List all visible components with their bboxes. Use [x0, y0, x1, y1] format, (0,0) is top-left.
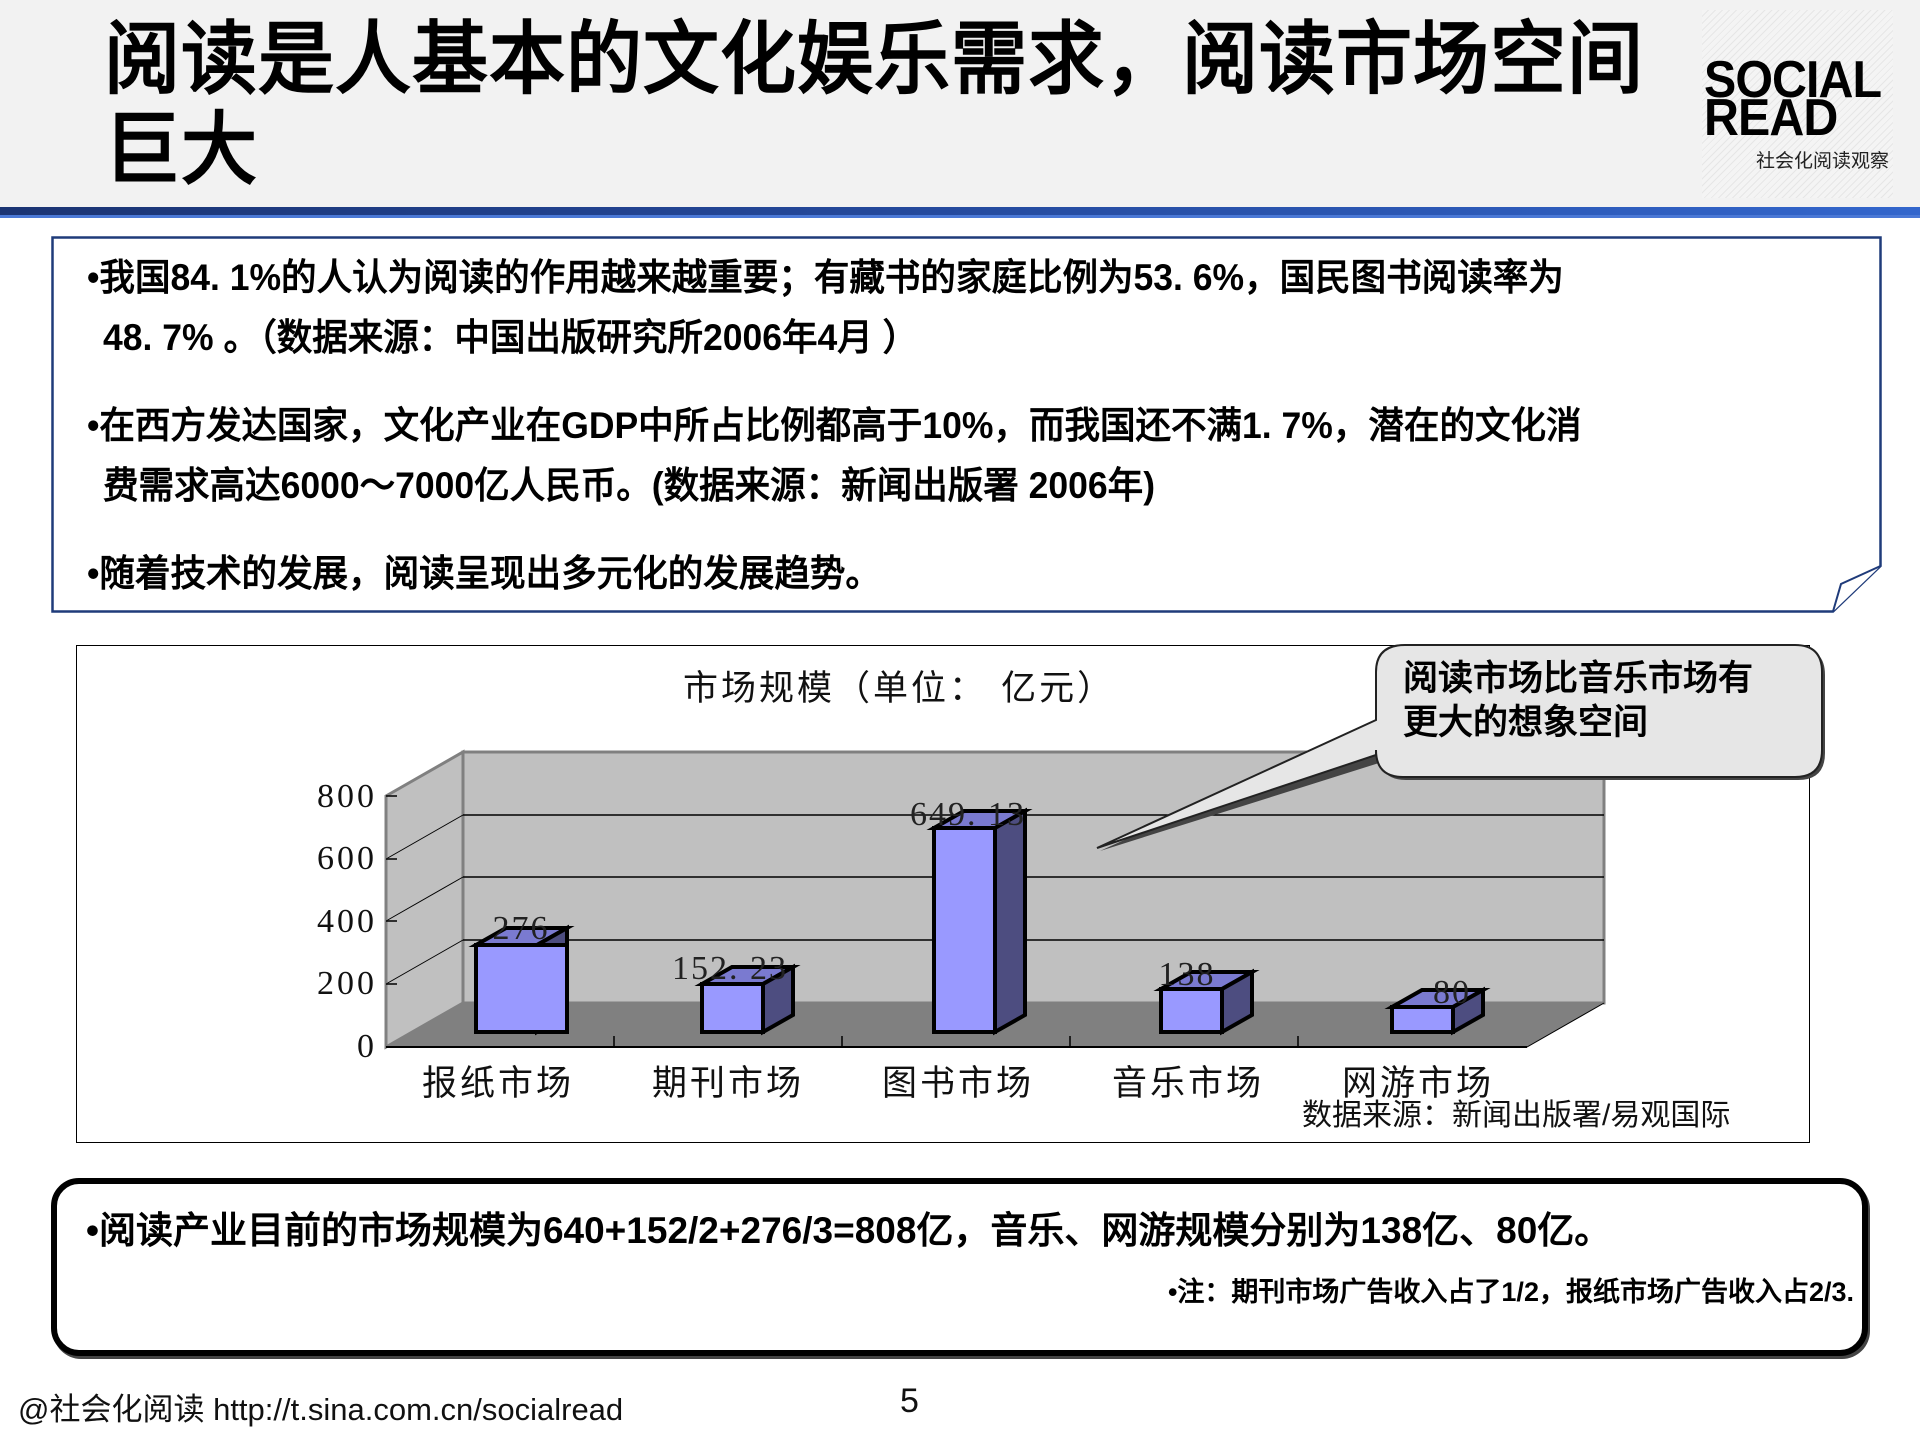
summary-box [51, 1178, 1868, 1356]
bullet-3: •随着技术的发展，阅读呈现出多元化的发展趋势。 [87, 553, 881, 594]
key-facts-box: •我国84. 1%的人认为阅读的作用越来越重要；有藏书的家庭比例为53. 6%，… [51, 236, 1882, 613]
chart-title: 市场规模（单位： 亿元） [683, 669, 1116, 709]
summary-note: •注：期刊市场广告收入占了1/2，报纸市场广告收入占2/3. [1167, 1277, 1854, 1307]
bar-magazine [694, 963, 801, 1036]
bar-books [926, 807, 1033, 1036]
data-label-music: 138 [1158, 956, 1216, 993]
bar-newspaper [468, 924, 575, 1036]
y-tick-600: 600 [317, 840, 377, 877]
bar-online-games [1384, 986, 1491, 1036]
callout-line-2: 更大的想象空间 [1403, 703, 1649, 742]
title-line-2: 巨大 [104, 102, 258, 196]
bullet-1-line-2: 48. 7% 。（数据来源：中国出版研究所2006年4月 ） [103, 317, 919, 358]
footer-credit: @社会化阅读 http://t.sina.com.cn/socialread [18, 1392, 624, 1427]
data-label-magazine: 152. 23 [672, 950, 788, 987]
data-label-newspaper: 276 [492, 910, 550, 947]
x-label-music: 音乐市场 [1111, 1064, 1264, 1104]
page-number: 5 [900, 1382, 919, 1420]
x-label-newspaper: 报纸市场 [421, 1064, 574, 1104]
header-divider-bar [0, 207, 1920, 218]
x-label-magazine: 期刊市场 [651, 1064, 804, 1104]
chart-source: 数据来源：新闻出版署/易观国际 [1302, 1099, 1731, 1132]
socialread-logo: SOCIAL READ 社会化阅读观察 [1702, 10, 1893, 198]
data-label-online-games: 80 [1433, 974, 1471, 1011]
folded-note-frame [51, 236, 1882, 613]
summary-main-text: •阅读产业目前的市场规模为640+152/2+276/3=808亿，音乐、网游规… [86, 1210, 1612, 1251]
bullet-1-line-1: •我国84. 1%的人认为阅读的作用越来越重要；有藏书的家庭比例为53. 6%，… [87, 257, 1564, 298]
y-tick-400: 400 [317, 903, 377, 940]
y-tick-800: 800 [317, 778, 377, 815]
logo-line-2: READ [1704, 89, 1838, 147]
y-tick-200: 200 [317, 965, 377, 1002]
callout-bubble [1096, 644, 1825, 851]
x-label-books: 图书市场 [881, 1064, 1034, 1104]
slide-header [0, 0, 1920, 207]
bullet-2-line-2: 费需求高达6000～7000亿人民币。(数据来源：新闻出版署 2006年) [103, 465, 1156, 506]
x-label-online-games: 网游市场 [1341, 1064, 1494, 1104]
y-tick-0: 0 [357, 1028, 377, 1065]
data-label-books: 649. 13 [910, 796, 1026, 833]
logo-line-1: SOCIAL [1704, 51, 1882, 109]
title-line-1: 阅读是人基本的文化娱乐需求，阅读市场空间 [104, 11, 1644, 106]
callout-text: 阅读市场比音乐市场有 更大的想象空间 [1403, 657, 1803, 745]
bullet-2-line-1: •在西方发达国家，文化产业在GDP中所占比例都高于10%，而我国还不满1. 7%… [87, 405, 1582, 446]
callout-line-1: 阅读市场比音乐市场有 [1403, 659, 1754, 698]
bar-music [1153, 968, 1260, 1036]
slide-title: 阅读是人基本的文化娱乐需求，阅读市场空间 巨大 [104, 11, 1644, 196]
logo-subtitle: 社会化阅读观察 [1755, 150, 1889, 172]
